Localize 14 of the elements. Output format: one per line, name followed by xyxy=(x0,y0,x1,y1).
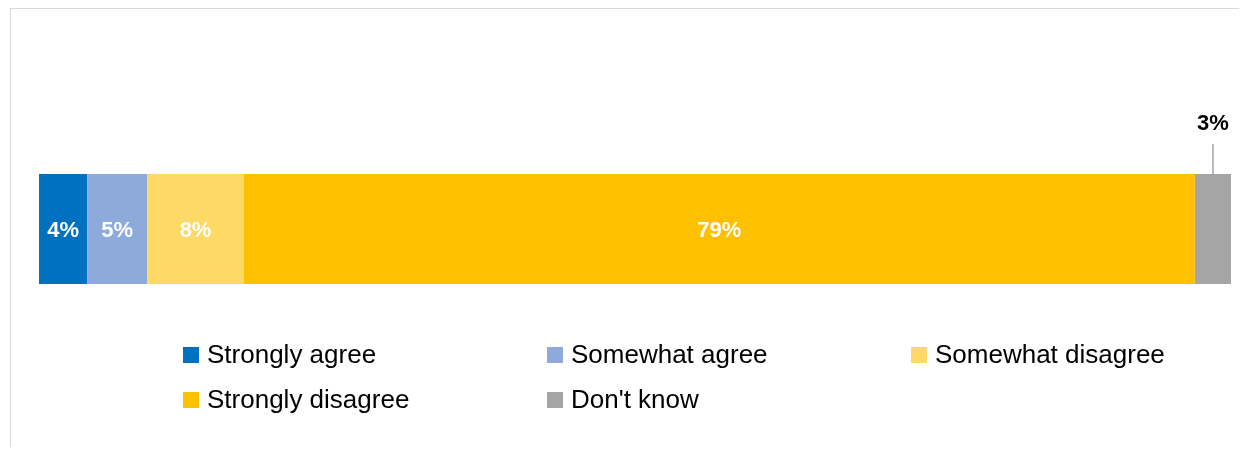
legend-label: Somewhat agree xyxy=(571,339,768,370)
data-label: 8% xyxy=(179,217,212,242)
bar xyxy=(39,174,88,284)
data-label: 79% xyxy=(697,217,742,242)
data-label: 5% xyxy=(101,217,134,242)
legend-label: Strongly agree xyxy=(207,339,377,370)
bar xyxy=(87,174,148,284)
data-label: 3% xyxy=(1197,110,1229,135)
legend-label: Don't know xyxy=(571,384,699,415)
legend-label: Strongly disagree xyxy=(207,384,410,415)
bar xyxy=(243,174,1195,284)
bar xyxy=(147,174,244,284)
legend-label: Somewhat disagree xyxy=(935,339,1165,370)
data-label: 4% xyxy=(47,217,79,242)
